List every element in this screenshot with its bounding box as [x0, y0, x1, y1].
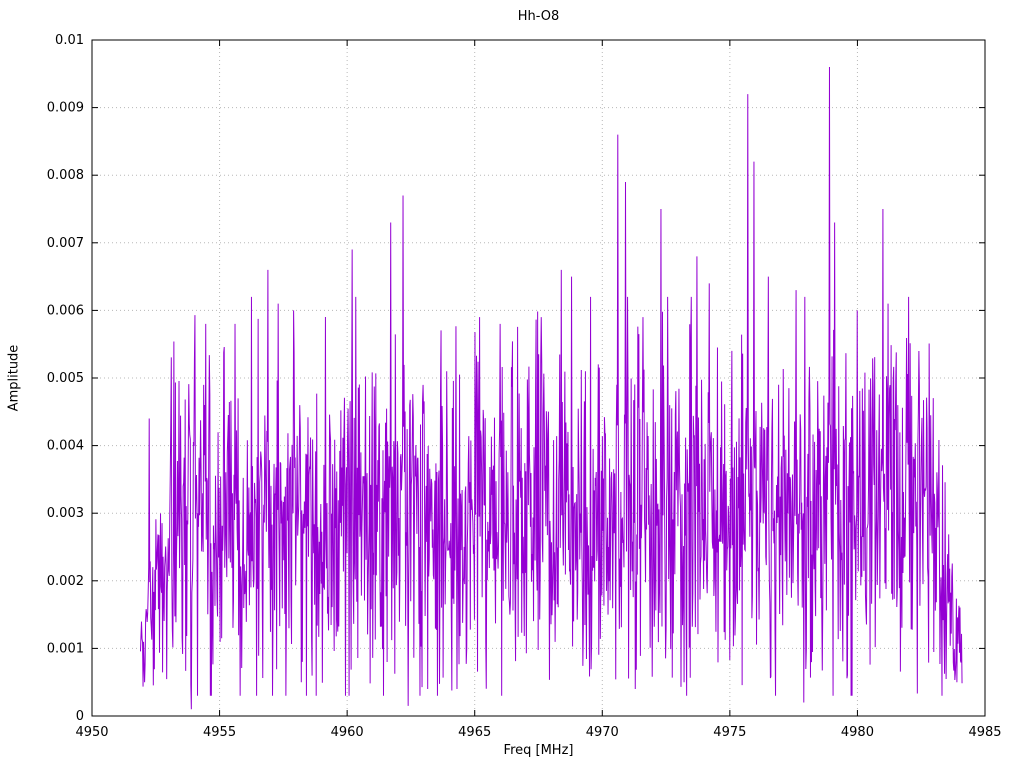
y-tick-label: 0.005: [47, 371, 84, 386]
y-tick-label: 0.004: [47, 439, 84, 454]
x-axis-label: Freq [MHz]: [503, 743, 574, 758]
plot-border: [91, 39, 986, 717]
x-tick-label: 4965: [458, 725, 491, 740]
x-tick-label: 4970: [586, 725, 619, 740]
x-tick-label: 4985: [968, 725, 1001, 740]
y-tick-label: 0.002: [47, 574, 84, 589]
x-tick-label: 4960: [331, 725, 364, 740]
x-tick-label: 4955: [203, 725, 236, 740]
y-tick-label: 0: [76, 709, 84, 724]
y-tick-label: 0.007: [47, 236, 84, 251]
y-tick-label: 0.003: [47, 506, 84, 521]
y-axis-label: Amplitude: [6, 344, 22, 412]
x-tick-label: 4975: [713, 725, 746, 740]
x-tick-label: 4980: [841, 725, 874, 740]
y-tick-label: 0.006: [47, 303, 84, 318]
y-tick-label: 0.001: [47, 641, 84, 656]
y-tick-label: 0.009: [47, 101, 84, 116]
y-tick-label: 0.008: [47, 168, 84, 183]
series-line: [139, 67, 963, 710]
x-tick-label: 4950: [75, 725, 108, 740]
chart-title: Hh-O8: [517, 9, 560, 24]
y-tick-label: 0.01: [55, 33, 84, 48]
